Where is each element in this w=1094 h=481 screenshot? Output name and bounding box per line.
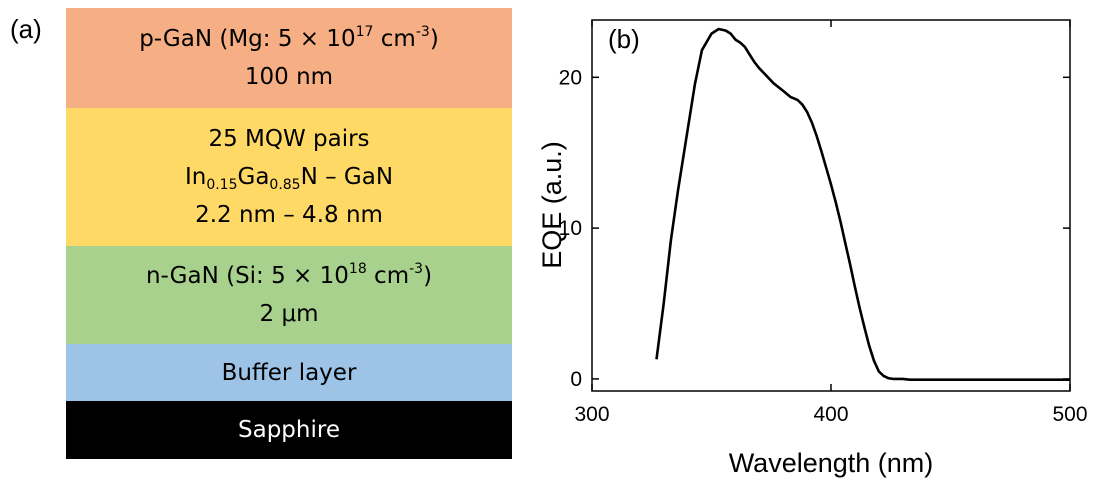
layer-p-gan-line1: p-GaN (Mg: 5 × 1017 cm-3) [139, 24, 439, 52]
layer-n-gan: n-GaN (Si: 5 × 1018 cm-3) 2 μm [66, 246, 512, 344]
panel-a-label: (a) [10, 14, 42, 44]
layer-mqw: 25 MQW pairs In0.15Ga0.85N – GaN 2.2 nm … [66, 108, 512, 246]
layer-p-gan: p-GaN (Mg: 5 × 1017 cm-3) 100 nm [66, 8, 512, 108]
x-tick-label-400: 400 [813, 403, 848, 426]
layer-mqw-thickness: 2.2 nm – 4.8 nm [195, 202, 383, 228]
layer-stack: p-GaN (Mg: 5 × 1017 cm-3) 100 nm 25 MQW … [66, 8, 512, 459]
y-axis-label: EQE (a.u.) [537, 141, 567, 269]
layer-p-gan-thickness: 100 nm [244, 64, 334, 90]
axis-ticks: 300 400 500 0 10 20 [559, 20, 1088, 426]
eqe-curve [655, 27, 1070, 381]
layer-sapphire: Sapphire [66, 401, 512, 459]
x-axis-label: Wavelength (nm) [729, 448, 934, 478]
x-tick-label-300: 300 [574, 403, 609, 426]
layer-n-gan-line1: n-GaN (Si: 5 × 1018 cm-3) [145, 261, 433, 289]
layer-sapphire-label: Sapphire [238, 417, 340, 443]
layer-buffer-label: Buffer layer [221, 359, 357, 386]
y-tick-label-20: 20 [559, 66, 582, 89]
plot-frame [591, 19, 1071, 392]
layer-mqw-title: 25 MQW pairs [208, 126, 370, 152]
panel-b-label: (b) [608, 24, 640, 54]
layer-n-gan-thickness: 2 μm [259, 301, 319, 327]
x-tick-label-500: 500 [1052, 403, 1087, 426]
layer-mqw-composition: In0.15Ga0.85N – GaN [184, 164, 394, 193]
y-tick-label-0: 0 [570, 368, 582, 391]
layer-buffer: Buffer layer [66, 344, 512, 401]
y-tick-label-10: 10 [559, 217, 582, 240]
